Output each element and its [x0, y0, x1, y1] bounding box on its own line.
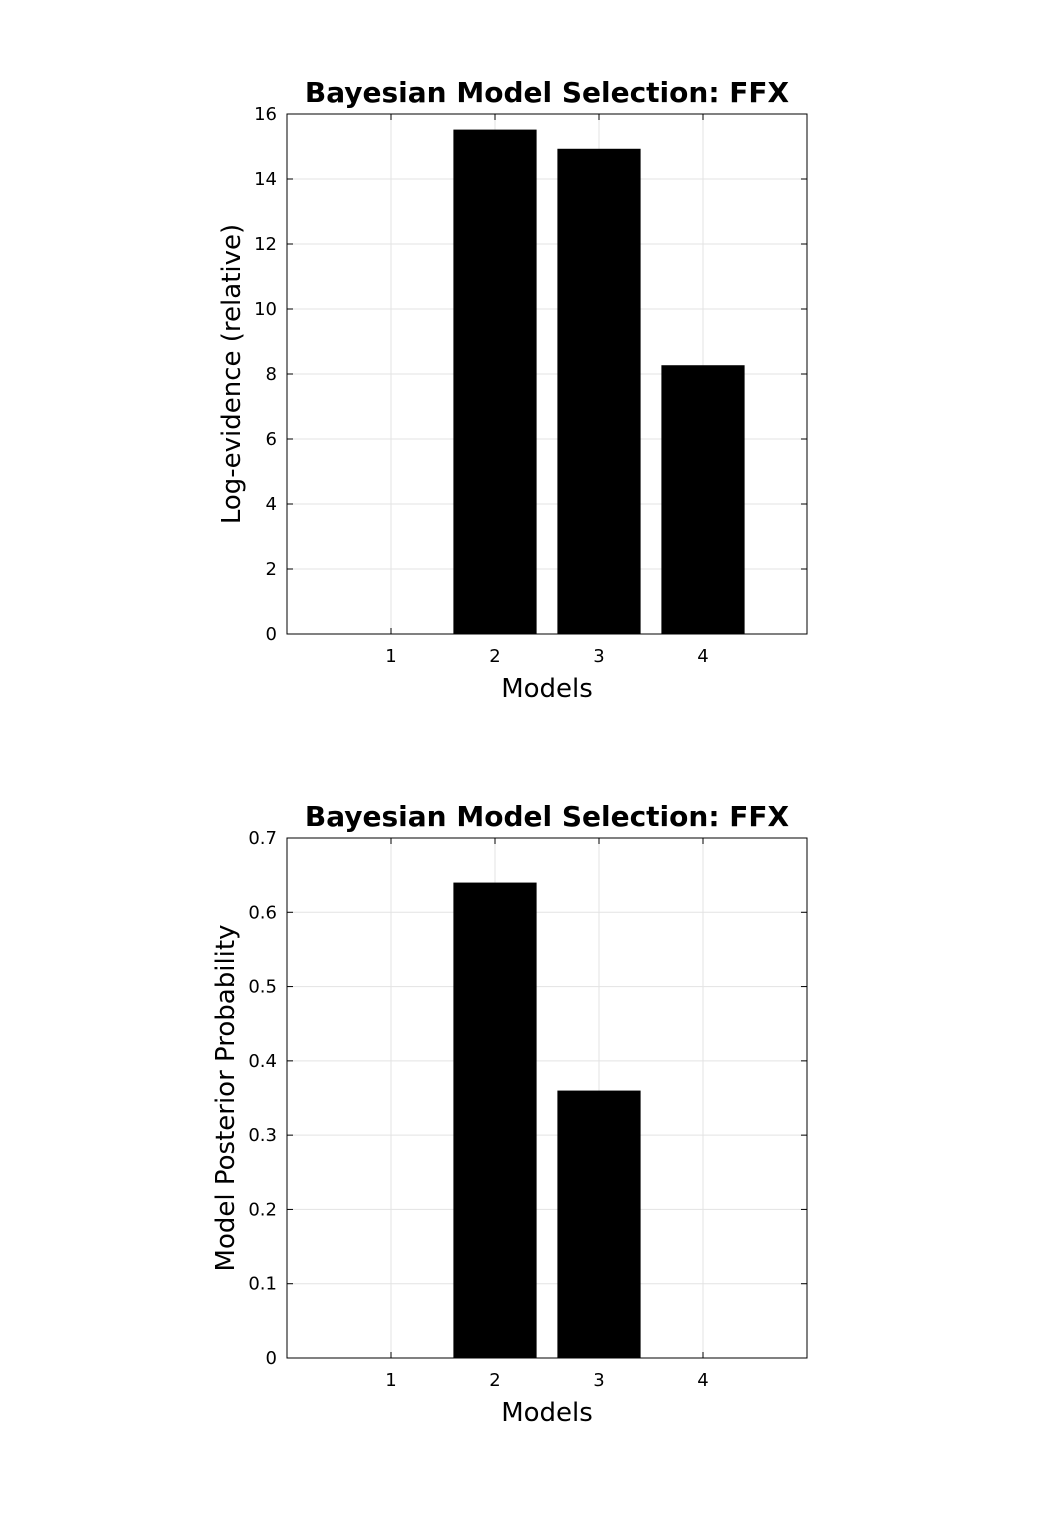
y-tick-label: 0.2	[248, 1199, 277, 1220]
bar-model-2	[453, 129, 537, 634]
chart-2: 1 2 3 4 0 0.1 0.2 0.3 0.4 0.5 0.6 0.7 Bayesian Model…	[211, 800, 808, 1428]
y-tick-label: 0	[266, 1348, 277, 1369]
y-tick-label: 6	[266, 429, 277, 450]
plot-area	[287, 838, 807, 1358]
x-axis-label: Models	[501, 674, 593, 704]
x-tick-label: 2	[489, 646, 500, 667]
x-tick-label: 4	[697, 1370, 708, 1391]
x-tick-label: 1	[385, 646, 396, 667]
x-tick-label: 3	[593, 646, 604, 667]
y-tick-label: 0.5	[248, 977, 277, 998]
y-tick-label: 8	[266, 364, 277, 385]
y-tick-label: 14	[254, 169, 277, 190]
y-axis-label: Model Posterior Probability	[211, 925, 241, 1272]
y-tick-label: 0.6	[248, 902, 277, 923]
y-axis-label: Log-evidence (relative)	[217, 224, 247, 524]
y-tick-label: 16	[254, 104, 277, 125]
y-tick-label: 2	[266, 559, 277, 580]
y-tick-label: 10	[254, 299, 277, 320]
bar-model-2	[453, 882, 537, 1358]
x-tick-label: 2	[489, 1370, 500, 1391]
axes-box	[286, 837, 808, 1359]
y-tick-label: 0	[266, 624, 277, 645]
chart-title: Bayesian Model Selection: FFX	[305, 76, 790, 109]
y-tick-label: 0.1	[248, 1274, 277, 1295]
bar-model-3	[557, 1090, 641, 1358]
chart-title: Bayesian Model Selection: FFX	[305, 800, 790, 833]
x-tick-label: 3	[593, 1370, 604, 1391]
x-tick-label: 4	[697, 646, 708, 667]
bar-model-4	[661, 365, 745, 634]
y-tick-label: 12	[254, 234, 277, 255]
x-axis-label: Models	[501, 1398, 593, 1428]
x-tick-label: 1	[385, 1370, 396, 1391]
y-tick-label: 0.7	[248, 828, 277, 849]
y-tick-label: 0.3	[248, 1125, 277, 1146]
y-tick-label: 4	[266, 494, 277, 515]
bar-model-3	[557, 148, 641, 634]
y-tick-label: 0.4	[248, 1051, 277, 1072]
